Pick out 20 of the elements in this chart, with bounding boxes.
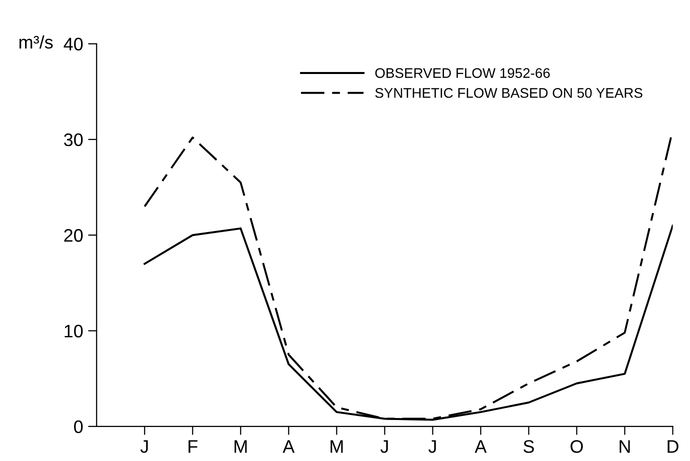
legend-label: SYNTHETIC FLOW BASED ON 50 YEARS bbox=[375, 88, 642, 98]
y-tick-label: 10 bbox=[64, 324, 83, 338]
y-axis-title: m³/s bbox=[19, 35, 53, 49]
x-tick-label: M bbox=[234, 440, 247, 453]
x-tick-label: N bbox=[620, 440, 630, 453]
y-tick-label: 30 bbox=[64, 133, 83, 146]
x-tick-label: J bbox=[380, 440, 388, 453]
x-tick-label: A bbox=[474, 440, 487, 453]
y-tick-label: 0 bbox=[74, 420, 83, 434]
x-tick-label: F bbox=[188, 440, 198, 453]
x-tick-label: D bbox=[668, 440, 678, 453]
x-tick-label: O bbox=[570, 440, 583, 453]
x-tick-label: A bbox=[282, 440, 295, 453]
y-tick-label: 20 bbox=[64, 229, 83, 242]
x-tick-label: J bbox=[428, 440, 436, 453]
y-tick-label: 40 bbox=[64, 38, 83, 51]
x-tick-label: S bbox=[524, 440, 534, 453]
x-tick-label: M bbox=[330, 440, 343, 453]
legend-label: OBSERVED FLOW 1952-66 bbox=[375, 68, 550, 78]
x-tick-label: J bbox=[140, 440, 148, 453]
